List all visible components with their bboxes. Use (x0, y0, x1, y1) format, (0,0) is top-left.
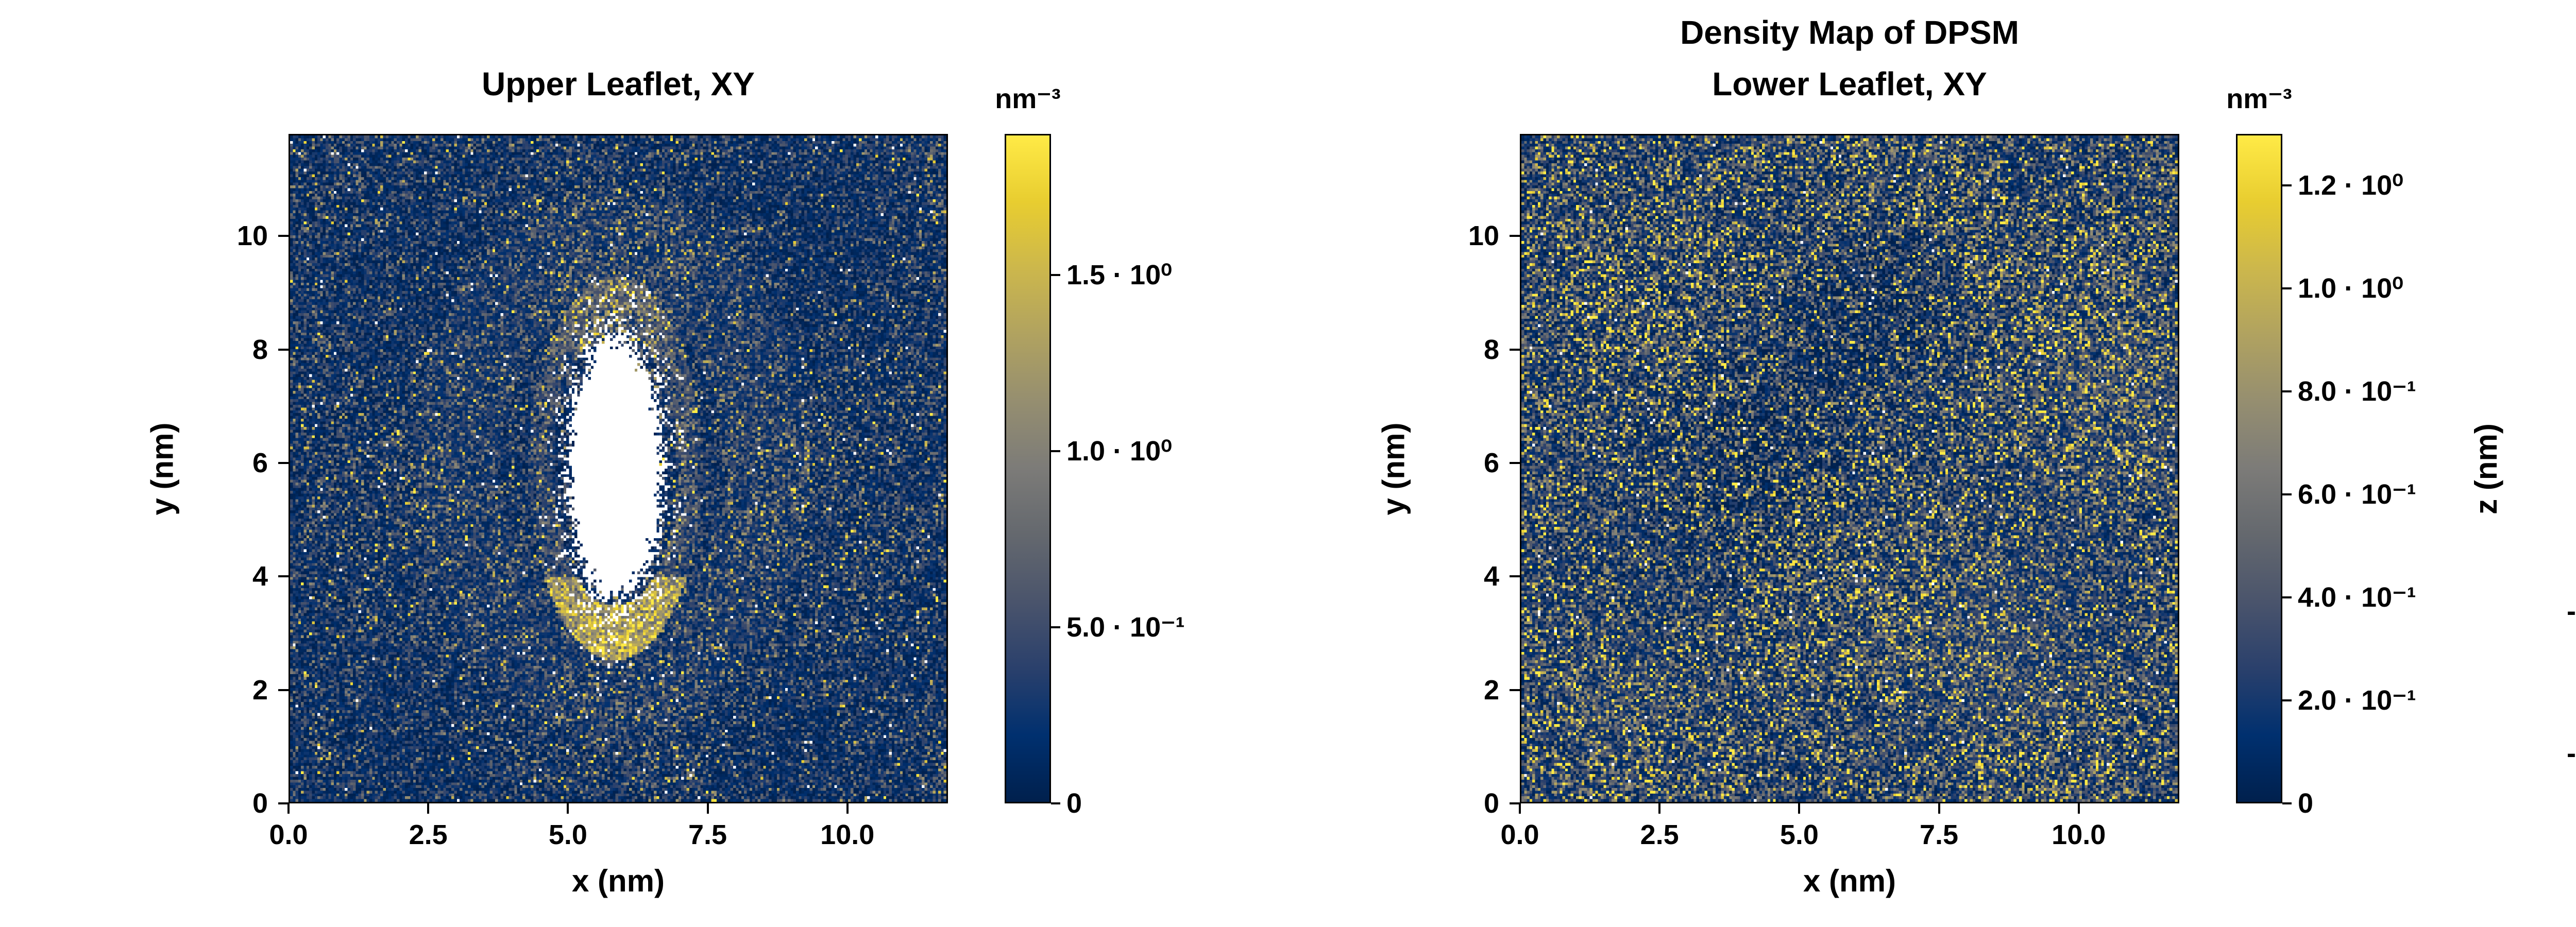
colorbar-tick-mark (2282, 802, 2292, 804)
colorbar-unit: nm⁻³ (2226, 83, 2292, 114)
x-tick-mark (846, 803, 849, 814)
y-tick-mark (1510, 575, 1520, 578)
y-tick-mark (278, 575, 289, 578)
y-tick-label: 6 (1483, 447, 1499, 478)
y-tick-label: 10 (236, 220, 268, 252)
colorbar-tick-label: 1.0 · 10⁰ (1066, 435, 1172, 467)
colorbar-tick-mark (1051, 802, 1060, 804)
y-tick-label: -4 (2566, 738, 2576, 769)
y-tick-label: 0 (2447, 455, 2576, 483)
colorbar-tick-label: 1.5 · 10⁰ (1066, 259, 1172, 290)
y-tick-label: 8 (1483, 334, 1499, 365)
colorbar-upper-leaflet (1005, 134, 1051, 803)
colorbar-tick-label: 2.0 · 10⁻¹ (2298, 685, 2416, 716)
x-tick-mark (567, 803, 569, 814)
y-tick-mark (1510, 348, 1520, 351)
y-tick-label: -2 (2566, 595, 2576, 627)
colorbar-tick-mark (1051, 273, 1060, 276)
x-axis-label: x (nm) (572, 864, 665, 898)
x-tick-label: 0.0 (269, 819, 308, 850)
colorbar-tick-label: 6.0 · 10⁻¹ (2298, 479, 2416, 510)
x-tick-label: 7.5 (1920, 819, 1959, 850)
colorbar-tick-mark (2282, 493, 2292, 495)
y-tick-label: 6 (252, 447, 268, 478)
x-tick-mark (1938, 803, 1940, 814)
y-tick-label: 4 (1483, 561, 1499, 592)
colorbar-tick-label: 1.2 · 10⁰ (2298, 170, 2403, 201)
x-tick-mark (706, 803, 709, 814)
y-tick-label: 2 (2447, 312, 2576, 340)
colorbar-tick-mark (2282, 390, 2292, 392)
x-tick-label: 0 (2535, 821, 2576, 849)
x-tick-mark (1658, 803, 1661, 814)
colorbar-gradient (1006, 135, 1049, 802)
colorbar-tick-mark (1051, 450, 1060, 452)
y-tick-mark (278, 348, 289, 351)
y-tick-mark (278, 689, 289, 691)
colorbar-tick-label: 1.0 · 10⁰ (2298, 273, 2403, 304)
y-tick-mark (278, 802, 289, 804)
panel-title-upper-leaflet: Upper Leaflet, XY (482, 65, 755, 102)
y-tick-mark (1510, 689, 1520, 691)
x-tick-mark (1519, 803, 1521, 814)
colorbar-tick-label: 0 (1066, 788, 1082, 819)
heatmap-canvas-lower-leaflet (1521, 135, 2178, 802)
colorbar-tick-label: 5.0 · 10⁻¹ (1066, 611, 1185, 643)
heatmap-plot-lower-leaflet (1520, 134, 2179, 803)
x-tick-label: 5.0 (1780, 819, 1819, 850)
y-tick-label: 2 (252, 674, 268, 706)
x-tick-label: 10.0 (820, 819, 875, 850)
x-tick-label: 2.5 (409, 819, 448, 850)
x-tick-mark (1798, 803, 1801, 814)
x-tick-mark (427, 803, 430, 814)
y-tick-mark (1510, 235, 1520, 237)
colorbar-gradient (2238, 135, 2281, 802)
y-tick-label: 4 (2447, 170, 2576, 198)
colorbar-tick-label: 4.0 · 10⁻¹ (2298, 582, 2416, 613)
x-axis-label: x (nm) (1803, 864, 1896, 898)
y-tick-label: 2 (1483, 674, 1499, 706)
x-tick-label: 7.5 (688, 819, 727, 850)
y-tick-mark (278, 461, 289, 464)
colorbar-tick-label: 8.0 · 10⁻¹ (2298, 376, 2416, 407)
colorbar-tick-mark (2282, 184, 2292, 186)
figure-title: Density Map of DPSM (1680, 14, 2019, 51)
colorbar-tick-label: 0 (2298, 788, 2314, 819)
x-tick-label: 10.0 (2052, 819, 2106, 850)
y-tick-label: 4 (252, 561, 268, 592)
y-tick-mark (1510, 802, 1520, 804)
colorbar-tick-mark (2282, 699, 2292, 701)
y-tick-label: 0 (1483, 788, 1499, 819)
colorbar-lower-leaflet (2236, 134, 2282, 803)
colorbar-unit: nm⁻³ (995, 83, 1061, 114)
y-tick-mark (278, 235, 289, 237)
y-tick-mark (1510, 461, 1520, 464)
x-tick-label: 2.5 (1640, 819, 1679, 850)
y-tick-label: 8 (252, 334, 268, 365)
y-tick-label: 10 (1468, 220, 1499, 252)
y-tick-label: 0 (252, 788, 268, 819)
heatmap-canvas-upper-leaflet (290, 135, 946, 802)
x-tick-label: 0.0 (1500, 819, 1539, 850)
x-tick-mark (2077, 803, 2080, 814)
colorbar-tick-mark (1051, 626, 1060, 628)
colorbar-tick-mark (2282, 287, 2292, 289)
panel-title-lower-leaflet: Lower Leaflet, XY (1712, 65, 1987, 102)
x-tick-mark (287, 803, 290, 814)
x-tick-label: 5.0 (548, 819, 587, 850)
heatmap-plot-upper-leaflet (289, 134, 948, 803)
colorbar-tick-mark (2282, 596, 2292, 598)
